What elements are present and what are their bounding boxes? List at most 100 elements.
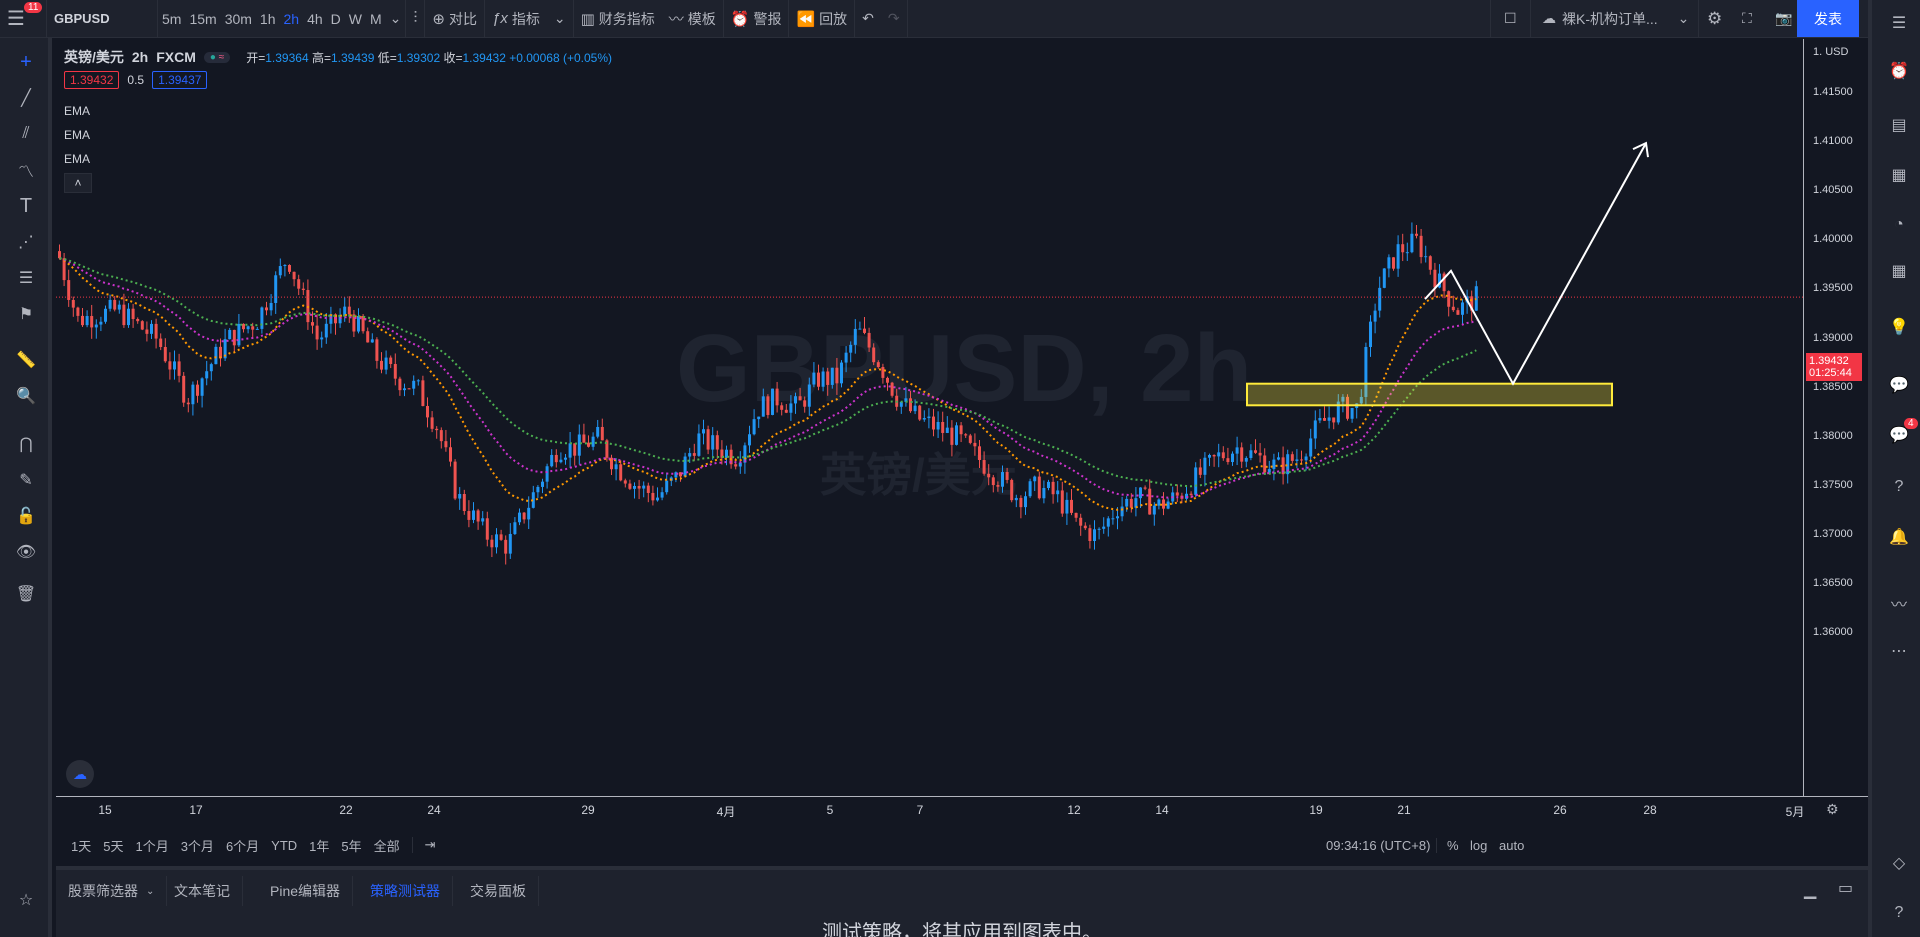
streams-button[interactable]: 💬 4 xyxy=(1884,418,1918,450)
ema-legend-3[interactable]: EMA xyxy=(64,152,91,166)
auto-toggle[interactable]: auto xyxy=(1499,837,1525,853)
menu-button[interactable]: ☰ 11 xyxy=(0,0,46,38)
replay-button[interactable]: ⏪ 回放 xyxy=(789,0,854,38)
tab-pine-editor[interactable]: Pine编辑器 xyxy=(258,876,354,906)
tab-text-notes[interactable]: 文本笔记 xyxy=(162,876,243,906)
interval-5m[interactable]: 5m xyxy=(162,10,182,27)
interval-w[interactable]: W xyxy=(348,10,362,27)
candle-body xyxy=(1272,459,1276,470)
range-1d[interactable]: 1天 xyxy=(71,838,92,854)
goto-date-button[interactable]: ⇥ xyxy=(411,837,442,853)
candle-body xyxy=(1442,273,1446,292)
indicators-button[interactable]: ƒx 指标 ⌄ xyxy=(485,0,573,38)
fib-tool[interactable]: ⫽ xyxy=(12,120,40,148)
zoom-tool[interactable]: 🔍 xyxy=(12,382,40,410)
select-layout-button[interactable]: ☐ xyxy=(1497,0,1524,38)
log-toggle[interactable]: log xyxy=(1470,837,1488,853)
snapshot-button[interactable]: 📷 xyxy=(1768,0,1799,38)
ema-legend-1[interactable]: EMA xyxy=(64,104,91,118)
sell-price-box[interactable]: 1.39432 xyxy=(64,71,120,89)
remove-tool[interactable]: 🗑 xyxy=(12,580,40,608)
trendline-tool[interactable]: ╱ xyxy=(12,84,40,112)
collapse-legend-button[interactable]: ˄ xyxy=(64,173,92,193)
candle-body xyxy=(490,539,494,548)
stay-drawing-tool[interactable]: ✎ xyxy=(12,466,40,494)
range-5d[interactable]: 5天 xyxy=(103,838,124,854)
fullscreen-button[interactable]: ⛶ xyxy=(1735,0,1759,38)
data-window-button[interactable]: ▤ xyxy=(1884,110,1914,140)
alert-button[interactable]: ⏰ 警报 xyxy=(724,0,789,38)
price-axis[interactable]: 1. USD 1.41500 1.41000 1.40500 1.40000 1.395… xyxy=(1803,39,1868,796)
interval-30m[interactable]: 30m xyxy=(224,10,252,27)
publish-button[interactable]: 发表 xyxy=(1797,0,1859,37)
interval-m[interactable]: M xyxy=(370,10,382,27)
financials-button[interactable]: ▥ 财务指标 xyxy=(574,0,662,38)
hide-tool[interactable]: 👁 xyxy=(12,538,40,566)
calendar-button[interactable]: ◔ xyxy=(1884,210,1914,240)
interval-4h[interactable]: 4h xyxy=(307,10,323,27)
order-panel-button[interactable]: 〰 xyxy=(1884,588,1914,618)
range-ytd[interactable]: YTD xyxy=(271,837,298,853)
cloud-logo-icon[interactable]: ☁ xyxy=(66,760,94,788)
tab-trading-panel[interactable]: 交易面板 xyxy=(458,876,539,906)
interval-2h[interactable]: 2h xyxy=(283,10,300,27)
layout-name-button[interactable]: ☁ 裸K-机构订单... ⌄ xyxy=(1535,0,1696,38)
tab-strategy-tester[interactable]: 策略测试器 xyxy=(358,876,453,906)
candle-body xyxy=(941,421,945,433)
chats-button[interactable]: 💬 xyxy=(1884,370,1914,400)
buy-price-box[interactable]: 1.39437 xyxy=(152,71,208,89)
alerts-button[interactable]: ⏰ xyxy=(1884,56,1914,86)
lock-tool[interactable]: 🔓 xyxy=(12,502,40,530)
notifications-button[interactable]: 🔔 xyxy=(1884,522,1914,552)
crosshair-tool[interactable]: + xyxy=(12,48,40,76)
ideas-button[interactable]: 💡 xyxy=(1884,312,1914,342)
favorites-tool[interactable]: ☆ xyxy=(12,886,40,914)
candle-body xyxy=(1286,454,1290,475)
minimize-panel-button[interactable]: ▁ xyxy=(1804,882,1817,899)
range-5y[interactable]: 5年 xyxy=(341,838,362,854)
forecast-tool[interactable]: ⋰ xyxy=(12,228,40,256)
maximize-panel-button[interactable]: ▭ xyxy=(1838,880,1854,897)
symbol-search[interactable]: GBPUSD xyxy=(54,11,110,26)
hotlists-button[interactable]: ▦ xyxy=(1884,160,1914,190)
candle-body xyxy=(1125,498,1129,507)
templates-button[interactable]: 〰模板 xyxy=(662,0,723,38)
compare-button[interactable]: ⊕ 对比 xyxy=(425,0,484,38)
interval-1h[interactable]: 1h xyxy=(259,10,276,27)
legend-pair[interactable]: 英镑/美元 xyxy=(64,49,124,65)
layers-button[interactable]: ◇ xyxy=(1884,848,1914,878)
candle-body xyxy=(757,416,761,420)
icons-tool[interactable]: ⚑ xyxy=(12,300,40,328)
redo-button[interactable]: ↷ xyxy=(881,0,907,38)
help-button[interactable]: ? xyxy=(1884,472,1914,502)
tab-stock-screener[interactable]: 股票筛选器 ⌄ xyxy=(56,876,168,906)
candle-body xyxy=(775,388,779,406)
chart-type-button[interactable]: ⫶ xyxy=(406,0,424,38)
ema-legend-2[interactable]: EMA xyxy=(64,128,91,142)
percent-toggle[interactable]: % xyxy=(1436,837,1465,853)
text-tool[interactable]: T xyxy=(12,192,40,220)
interval-dropdown[interactable]: ⌄ xyxy=(386,0,406,38)
range-3m[interactable]: 3个月 xyxy=(180,838,214,854)
watchlist-button[interactable]: ☰ xyxy=(1884,8,1914,38)
economic-calendar-button[interactable]: ▦ xyxy=(1884,256,1914,286)
help-circle-button[interactable]: ? xyxy=(1884,898,1914,928)
range-1m[interactable]: 1个月 xyxy=(135,838,169,854)
ruler-tool[interactable]: 📏 xyxy=(12,346,40,374)
magnet-tool[interactable]: ⋂ xyxy=(12,430,40,458)
measure-group-tool[interactable]: ☰ xyxy=(12,264,40,292)
interval-d[interactable]: D xyxy=(330,10,341,27)
interval-15m[interactable]: 15m xyxy=(189,10,217,27)
clock-display[interactable]: 09:34:16 (UTC+8) xyxy=(1326,837,1431,853)
undo-button[interactable]: ↶ xyxy=(855,0,881,38)
time-axis[interactable]: 15 17 22 24 29 4月 5 7 12 14 19 21 26 28 5月 ⚙ xyxy=(56,796,1868,824)
pattern-tool[interactable]: 〽 xyxy=(12,156,40,184)
range-1y[interactable]: 1年 xyxy=(309,838,330,854)
candle-body xyxy=(329,314,333,324)
range-all[interactable]: 全部 xyxy=(373,838,400,854)
settings-button[interactable]: ⚙ xyxy=(1700,0,1729,38)
chart-pane[interactable]: GBPUSD, 2h 英镑/美元 xyxy=(56,39,1804,796)
range-6m[interactable]: 6个月 xyxy=(225,838,260,854)
dom-button[interactable]: ⋯ xyxy=(1884,636,1914,666)
axis-settings-button[interactable]: ⚙ xyxy=(1826,801,1839,818)
